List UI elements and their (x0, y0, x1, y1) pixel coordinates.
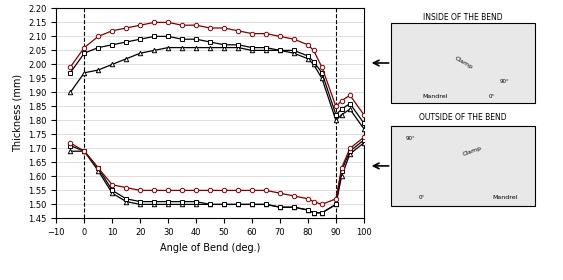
MB (193, 38, 199, 41)
MB (137, 38, 144, 41)
LB (338, 113, 345, 116)
LB (109, 63, 115, 66)
Line: HB: HB (68, 20, 366, 117)
MB (310, 60, 317, 63)
HB (179, 24, 186, 27)
HB (249, 32, 256, 35)
LB (333, 119, 339, 122)
MB (151, 35, 158, 38)
LB (67, 91, 74, 94)
MB (338, 108, 345, 111)
LB (347, 108, 354, 111)
MB (67, 71, 74, 74)
LB (276, 49, 283, 52)
HB (137, 24, 144, 27)
LB (221, 46, 227, 49)
HB (305, 43, 311, 46)
MB (235, 43, 242, 46)
LB (319, 77, 325, 80)
Text: 90°: 90° (500, 80, 510, 84)
MB (179, 38, 186, 41)
MB (221, 43, 227, 46)
MB (333, 113, 339, 116)
HB (81, 46, 88, 49)
HB (165, 21, 172, 24)
MB (276, 49, 283, 52)
HB (235, 29, 242, 32)
LB (95, 68, 102, 72)
MB (109, 43, 115, 46)
MB (347, 102, 354, 105)
MB (95, 46, 102, 49)
LB (179, 46, 186, 49)
FancyBboxPatch shape (391, 23, 535, 103)
Text: OUTSIDE OF THE BEND: OUTSIDE OF THE BEND (419, 113, 507, 122)
Text: 90°: 90° (405, 136, 415, 141)
Line: LB: LB (68, 45, 366, 131)
HB (338, 99, 345, 102)
HB (221, 26, 227, 30)
HB (347, 94, 354, 97)
HB (276, 35, 283, 38)
MB (81, 52, 88, 55)
Y-axis label: Thickness (mm): Thickness (mm) (12, 74, 23, 153)
HB (109, 29, 115, 32)
LB (305, 57, 311, 60)
FancyBboxPatch shape (391, 126, 535, 206)
LB (165, 46, 172, 49)
MB (291, 49, 297, 52)
MB (319, 71, 325, 74)
LB (137, 52, 144, 55)
LB (151, 49, 158, 52)
HB (193, 24, 199, 27)
Text: Clamp: Clamp (453, 56, 473, 70)
LB (310, 63, 317, 66)
HB (360, 113, 367, 116)
MB (165, 35, 172, 38)
Text: 0°: 0° (488, 94, 494, 99)
LB (291, 52, 297, 55)
LB (207, 46, 213, 49)
LB (263, 49, 270, 52)
Text: 0°: 0° (418, 195, 425, 200)
HB (333, 105, 339, 108)
MB (249, 46, 256, 49)
LB (249, 49, 256, 52)
LB (81, 71, 88, 74)
HB (310, 49, 317, 52)
HB (263, 32, 270, 35)
X-axis label: Angle of Bend (deg.): Angle of Bend (deg.) (160, 243, 260, 253)
MB (123, 40, 129, 44)
HB (151, 21, 158, 24)
LB (360, 127, 367, 130)
MB (207, 40, 213, 44)
Text: Clamp: Clamp (462, 145, 483, 157)
LB (235, 46, 242, 49)
HB (207, 26, 213, 30)
MB (263, 46, 270, 49)
HB (123, 26, 129, 30)
Text: INSIDE OF THE BEND: INSIDE OF THE BEND (423, 13, 503, 22)
Line: MB: MB (68, 34, 366, 125)
Text: Mandrel: Mandrel (492, 195, 517, 200)
HB (67, 66, 74, 69)
HB (291, 38, 297, 41)
HB (319, 66, 325, 69)
Text: Mandrel: Mandrel (422, 94, 448, 99)
MB (305, 54, 311, 58)
LB (193, 46, 199, 49)
HB (95, 35, 102, 38)
LB (123, 57, 129, 60)
MB (360, 122, 367, 125)
